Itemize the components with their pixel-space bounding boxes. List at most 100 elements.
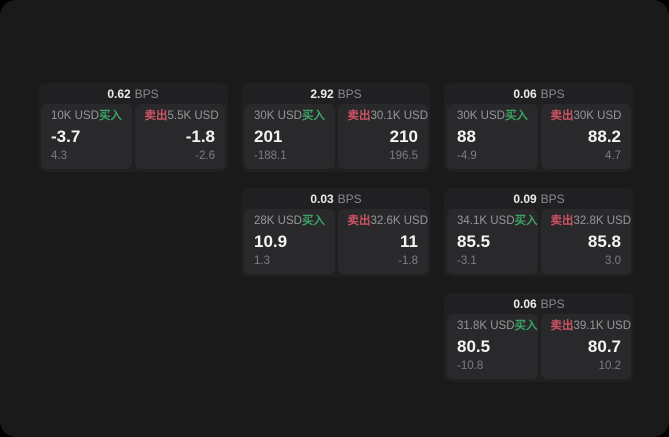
spread-header: 0.09 BPS	[444, 188, 634, 209]
buy-side-label: 买入	[301, 110, 325, 122]
sell-quote-panel[interactable]: 卖出 32.8K USD 85.8 3.0	[540, 209, 632, 274]
buy-panel-top: 34.1K USD 买入	[457, 215, 538, 228]
sell-sub-value: 10.2	[598, 359, 621, 372]
bps-label: BPS	[337, 86, 362, 101]
spread-value: 0.06	[513, 296, 537, 311]
sell-side-label: 卖出	[550, 320, 574, 332]
buy-quote-panel[interactable]: 31.8K USD 买入 80.5 -10.8	[447, 314, 538, 379]
buy-sub-value: -3.1	[457, 254, 477, 267]
card-body: 30K USD 买入 201 -188.1 卖出 30.1K USD 210 1…	[241, 104, 431, 172]
quote-card: 0.06 BPS 30K USD 买入 88 -4.9 卖出 30K USD 8…	[444, 83, 634, 172]
bps-label: BPS	[540, 191, 565, 206]
sell-side-label: 卖出	[347, 110, 371, 122]
sell-notional: 30.1K USD	[370, 110, 429, 122]
buy-quote-panel[interactable]: 28K USD 买入 10.9 1.3	[244, 209, 335, 274]
spread-value: 0.03	[310, 191, 334, 206]
buy-notional: 31.8K USD	[457, 320, 515, 332]
card-body: 31.8K USD 买入 80.5 -10.8 卖出 39.1K USD 80.…	[444, 314, 634, 382]
spread-value: 0.06	[513, 86, 537, 101]
buy-side-label: 买入	[514, 215, 538, 227]
spread-value: 2.92	[310, 86, 334, 101]
buy-side-label: 买入	[301, 215, 325, 227]
sell-panel-top: 卖出 5.5K USD	[144, 110, 219, 123]
spread-header: 0.03 BPS	[241, 188, 431, 209]
buy-price: -3.7	[51, 127, 81, 146]
buy-side-label: 买入	[514, 320, 538, 332]
sell-quote-panel[interactable]: 卖出 30K USD 88.2 4.7	[540, 104, 631, 169]
sell-price: -1.8	[185, 127, 215, 146]
sell-sub-value: -1.8	[398, 254, 418, 267]
sell-notional: 39.1K USD	[573, 320, 632, 332]
buy-price: 85.5	[457, 232, 491, 251]
buy-notional: 30K USD	[457, 110, 505, 122]
card-body: 30K USD 买入 88 -4.9 卖出 30K USD 88.2 4.7	[444, 104, 634, 172]
spread-value: 0.62	[107, 86, 131, 101]
buy-notional: 30K USD	[254, 110, 302, 122]
buy-panel-top: 28K USD 买入	[254, 215, 325, 228]
sell-sub-value: 4.7	[605, 149, 621, 162]
sell-panel-top: 卖出 32.8K USD	[550, 215, 632, 228]
quote-card: 2.92 BPS 30K USD 买入 201 -188.1 卖出 30.1K …	[241, 83, 431, 172]
sell-panel-top: 卖出 30.1K USD	[347, 110, 429, 123]
sell-sub-value: 196.5	[389, 149, 418, 162]
quote-card: 0.62 BPS 10K USD 买入 -3.7 4.3 卖出 5.5K USD…	[38, 83, 228, 172]
buy-quote-panel[interactable]: 30K USD 买入 88 -4.9	[447, 104, 538, 169]
sell-price: 210	[389, 127, 418, 146]
quotes-grid: 0.62 BPS 10K USD 买入 -3.7 4.3 卖出 5.5K USD…	[38, 83, 634, 382]
sell-side-label: 卖出	[144, 110, 168, 122]
sell-sub-value: -2.6	[195, 149, 215, 162]
sell-panel-top: 卖出 39.1K USD	[550, 320, 632, 333]
buy-panel-top: 31.8K USD 买入	[457, 320, 538, 333]
bps-label: BPS	[134, 86, 159, 101]
buy-sub-value: 1.3	[254, 254, 270, 267]
sell-notional: 5.5K USD	[167, 110, 219, 122]
buy-panel-top: 10K USD 买入	[51, 110, 122, 123]
buy-quote-panel[interactable]: 34.1K USD 买入 85.5 -3.1	[447, 209, 538, 274]
buy-price: 80.5	[457, 337, 491, 356]
buy-quote-panel[interactable]: 10K USD 买入 -3.7 4.3	[41, 104, 132, 169]
buy-sub-value: 4.3	[51, 149, 67, 162]
buy-sub-value: -188.1	[254, 149, 287, 162]
buy-sub-value: -4.9	[457, 149, 477, 162]
buy-sub-value: -10.8	[457, 359, 484, 372]
card-body: 28K USD 买入 10.9 1.3 卖出 32.6K USD 11 -1.8	[241, 209, 431, 277]
buy-price: 10.9	[254, 232, 288, 251]
sell-quote-panel[interactable]: 卖出 30.1K USD 210 196.5	[337, 104, 429, 169]
buy-notional: 34.1K USD	[457, 215, 515, 227]
sell-price: 88.2	[587, 127, 621, 146]
sell-notional: 32.8K USD	[573, 215, 632, 227]
spread-header: 2.92 BPS	[241, 83, 431, 104]
card-body: 10K USD 买入 -3.7 4.3 卖出 5.5K USD -1.8 -2.…	[38, 104, 228, 172]
buy-notional: 28K USD	[254, 215, 302, 227]
sell-side-label: 卖出	[550, 215, 574, 227]
bps-label: BPS	[540, 86, 565, 101]
card-body: 34.1K USD 买入 85.5 -3.1 卖出 32.8K USD 85.8…	[444, 209, 634, 277]
sell-panel-top: 卖出 30K USD	[550, 110, 622, 123]
buy-price: 201	[254, 127, 283, 146]
sell-side-label: 卖出	[550, 110, 574, 122]
buy-quote-panel[interactable]: 30K USD 买入 201 -188.1	[244, 104, 335, 169]
sell-notional: 30K USD	[573, 110, 622, 122]
spread-header: 0.06 BPS	[444, 83, 634, 104]
buy-side-label: 买入	[98, 110, 122, 122]
quote-card: 0.03 BPS 28K USD 买入 10.9 1.3 卖出 32.6K US…	[241, 188, 431, 277]
sell-quote-panel[interactable]: 卖出 5.5K USD -1.8 -2.6	[134, 104, 225, 169]
sell-notional: 32.6K USD	[370, 215, 429, 227]
quote-card: 0.06 BPS 31.8K USD 买入 80.5 -10.8 卖出 39.1…	[444, 293, 634, 382]
bps-label: BPS	[337, 191, 362, 206]
buy-panel-top: 30K USD 买入	[457, 110, 528, 123]
buy-panel-top: 30K USD 买入	[254, 110, 325, 123]
buy-price: 88	[457, 127, 476, 146]
sell-price: 80.7	[587, 337, 621, 356]
sell-quote-panel[interactable]: 卖出 39.1K USD 80.7 10.2	[540, 314, 632, 379]
sell-sub-value: 3.0	[605, 254, 621, 267]
buy-side-label: 买入	[504, 110, 528, 122]
bps-label: BPS	[540, 296, 565, 311]
buy-notional: 10K USD	[51, 110, 99, 122]
sell-price: 85.8	[587, 232, 621, 251]
sell-price: 11	[400, 232, 418, 251]
spread-header: 0.62 BPS	[38, 83, 228, 104]
spread-value: 0.09	[513, 191, 537, 206]
sell-quote-panel[interactable]: 卖出 32.6K USD 11 -1.8	[337, 209, 429, 274]
